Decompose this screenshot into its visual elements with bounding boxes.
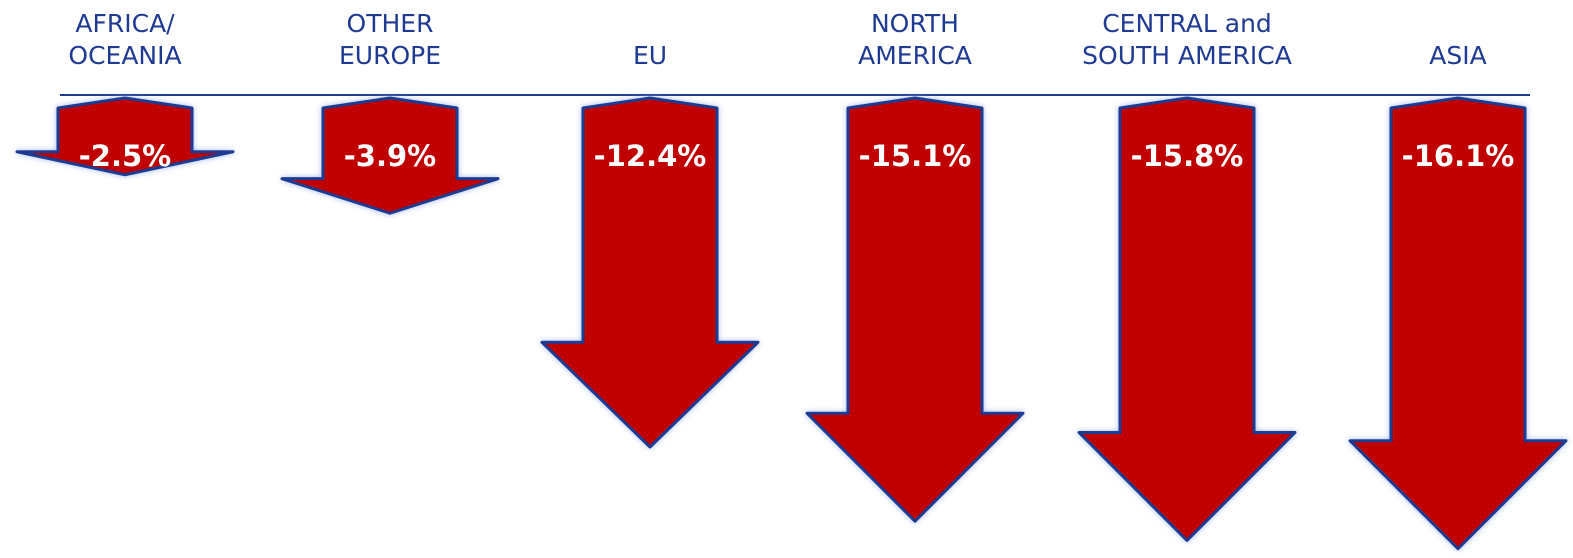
value-label: -15.1% bbox=[859, 139, 972, 173]
arrow bbox=[1348, 96, 1568, 551]
arrow bbox=[280, 96, 500, 215]
value-label: -2.5% bbox=[79, 139, 171, 173]
value-label: -3.9% bbox=[344, 139, 436, 173]
value-label: -16.1% bbox=[1402, 139, 1515, 173]
category-label: NORTH AMERICA bbox=[858, 9, 972, 70]
arrow bbox=[540, 96, 760, 449]
arrow bbox=[805, 96, 1025, 523]
value-label: -15.8% bbox=[1131, 139, 1244, 173]
value-label: -12.4% bbox=[594, 139, 707, 173]
category-label: OTHER EUROPE bbox=[338, 9, 441, 70]
arrow bbox=[15, 96, 235, 177]
arrow bbox=[1077, 96, 1297, 542]
category-label: EU bbox=[632, 41, 668, 70]
category-label: CENTRAL and SOUTH AMERICA bbox=[1082, 9, 1292, 70]
category-label: AFRICA/ OCEANIA bbox=[68, 9, 182, 70]
category-label: ASIA bbox=[1429, 41, 1487, 70]
